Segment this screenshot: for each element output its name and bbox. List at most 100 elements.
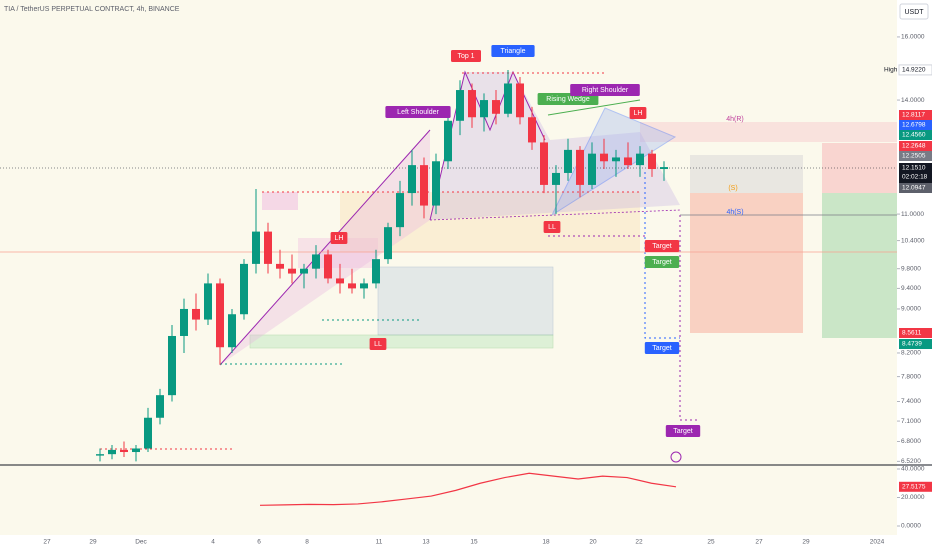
annotation: LL [374, 341, 382, 348]
candle-body [420, 165, 428, 206]
high-value: 14.9220 [902, 67, 926, 74]
price-marker [899, 183, 932, 193]
annotation: LL [548, 224, 556, 231]
annotation: Target [652, 345, 672, 352]
candle-body [636, 153, 644, 166]
price-marker [899, 130, 932, 140]
x-tick-label: 29 [89, 539, 97, 546]
annotation-box [644, 240, 680, 252]
annotation-box [665, 425, 701, 437]
annotation-box [644, 256, 680, 268]
candle-body [660, 167, 668, 170]
candle-body [648, 153, 656, 170]
currency-button[interactable] [899, 3, 929, 20]
candle-body [360, 283, 368, 289]
price-axis [897, 0, 932, 550]
annotation-box [451, 50, 481, 62]
time-axis [0, 535, 897, 550]
countdown: 02:02:18 [902, 174, 928, 181]
annotation: Right Shoulder [582, 87, 629, 94]
price-marker [899, 339, 932, 349]
target-line [679, 215, 700, 421]
position-box [690, 193, 803, 333]
annotation: (S) [728, 185, 737, 192]
price-marker-label: 12.6798 [902, 122, 926, 129]
annotation-box [491, 45, 535, 57]
x-tick-label: 13 [422, 539, 430, 546]
icon[interactable] [670, 451, 682, 463]
y-tick-label: 7.8000 [901, 373, 921, 380]
y-tick-label: 14.0000 [901, 97, 925, 104]
indicator-line [259, 472, 677, 506]
candle-body [120, 449, 128, 453]
candle-body [408, 165, 416, 194]
price-marker-label: 12.2505 [902, 153, 926, 160]
candle-body [180, 308, 188, 336]
candle-body [132, 448, 140, 453]
x-tick-label: 11 [376, 539, 383, 546]
annotation-box [629, 107, 647, 119]
indicator-value-box [899, 481, 932, 492]
annotation: Triangle [500, 48, 525, 55]
annotation: Top 1 [457, 53, 474, 60]
annotation: Target [652, 243, 672, 250]
candle-body [468, 90, 476, 118]
candle-body [564, 149, 572, 173]
annotation: 4h(S) [726, 209, 743, 216]
candle-body [204, 283, 212, 320]
candle-body [624, 157, 632, 166]
candle-body [432, 161, 440, 206]
annotation-box [385, 106, 451, 118]
price-marker-label: 12.8117 [902, 112, 925, 119]
x-tick-label: 2024 [870, 539, 885, 546]
candle-body [372, 259, 380, 284]
candle-body [300, 268, 308, 274]
y-tick-label: 7.1000 [901, 418, 921, 425]
candle-body [228, 314, 236, 348]
high-value-box [898, 64, 932, 76]
indicator-value: 27.5175 [902, 484, 926, 491]
annotation-box [644, 342, 680, 354]
zone [249, 334, 554, 349]
target-line [644, 172, 680, 339]
y-tick-label: 40.0000 [901, 466, 925, 473]
price-marker [899, 328, 932, 338]
position-box [822, 193, 897, 338]
annotation: Rising Wedge [546, 96, 590, 103]
x-tick-label: 15 [470, 539, 478, 546]
candle-body [252, 231, 260, 264]
annotation-box [369, 338, 387, 350]
annotation: Left Shoulder [397, 109, 439, 116]
x-tick-label: 18 [542, 539, 550, 546]
y-tick-label: 7.4000 [901, 398, 921, 405]
y-tick-label: 8.2000 [901, 350, 921, 357]
zone [377, 266, 554, 336]
price-marker-label: 12.1510 [902, 165, 926, 172]
candle-body [540, 142, 548, 185]
candle-body [216, 283, 224, 348]
price-marker [899, 151, 932, 161]
candle-body [492, 100, 500, 114]
x-tick-label: 20 [589, 539, 597, 546]
x-tick-label: 4 [211, 539, 215, 546]
y-tick-label: 9.8000 [901, 265, 921, 272]
y-tick-label: 9.0000 [901, 306, 921, 313]
price-marker [899, 110, 932, 120]
annotation: Target [652, 259, 672, 266]
candle-body [588, 153, 596, 185]
chart-title: TIA / TetherUS PERPETUAL CONTRACT, 4h, B… [4, 6, 180, 13]
y-tick-label: 16.0000 [901, 34, 925, 41]
neckline [429, 209, 681, 221]
candle-body [456, 90, 464, 121]
wedge-line [547, 99, 641, 116]
candle-body [168, 335, 176, 396]
candle-body [288, 268, 296, 274]
y-tick-label: 20.0000 [901, 494, 925, 501]
candle-body [396, 193, 404, 228]
candle-body [156, 395, 164, 418]
y-tick-label: 9.4000 [901, 285, 921, 292]
candle-body [384, 227, 392, 260]
price-marker-label: 12.2648 [902, 143, 926, 150]
